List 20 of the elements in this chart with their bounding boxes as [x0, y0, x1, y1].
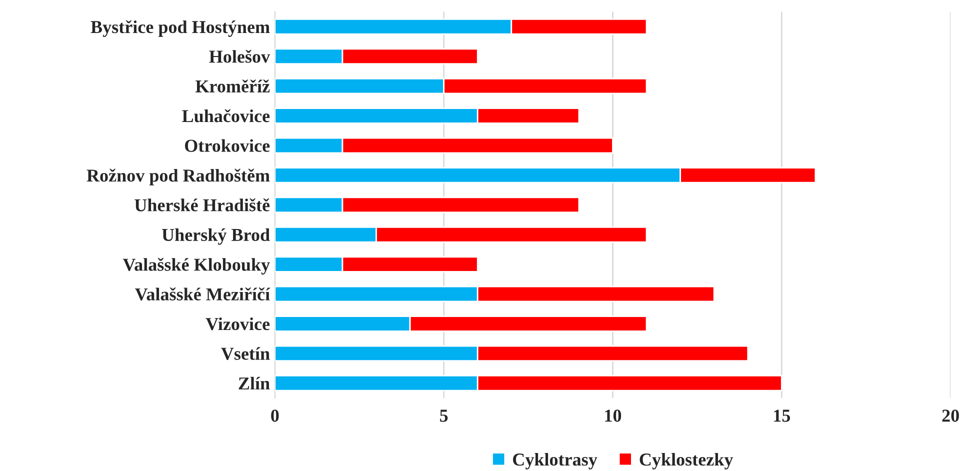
y-tick-label: Zlín — [238, 376, 270, 390]
legend-label: Cyklostezky — [640, 452, 734, 470]
y-tick-label: Valašské Klobouky — [122, 258, 270, 275]
legend-label: Cyklotrasy — [513, 452, 598, 470]
y-tick-label: Luhačovice — [182, 109, 270, 122]
y-tick-label: Bystřice pod Hostýnem — [90, 20, 270, 37]
y-tick-label: Valašské Meziříčí — [135, 288, 270, 301]
y-tick-label: Vizovice — [206, 317, 270, 330]
x-tick-label: 10 — [605, 410, 622, 422]
y-tick-label: Holešov — [209, 50, 270, 63]
y-tick-label: Rožnov pod Radhoštěm — [86, 168, 270, 186]
y-tick-label: Kroměříž — [195, 80, 270, 92]
x-tick-label: 5 — [440, 410, 448, 422]
y-tick-label: Vsetín — [221, 347, 270, 360]
x-tick-label: 20 — [942, 410, 959, 422]
y-tick-label: Uherské Hradiště — [134, 198, 270, 212]
x-tick-label: 15 — [774, 410, 790, 422]
y-tick-label: Uherský Brod — [162, 228, 270, 245]
x-tick-label: 0 — [271, 410, 279, 422]
y-tick-label: Otrokovice — [185, 139, 270, 152]
